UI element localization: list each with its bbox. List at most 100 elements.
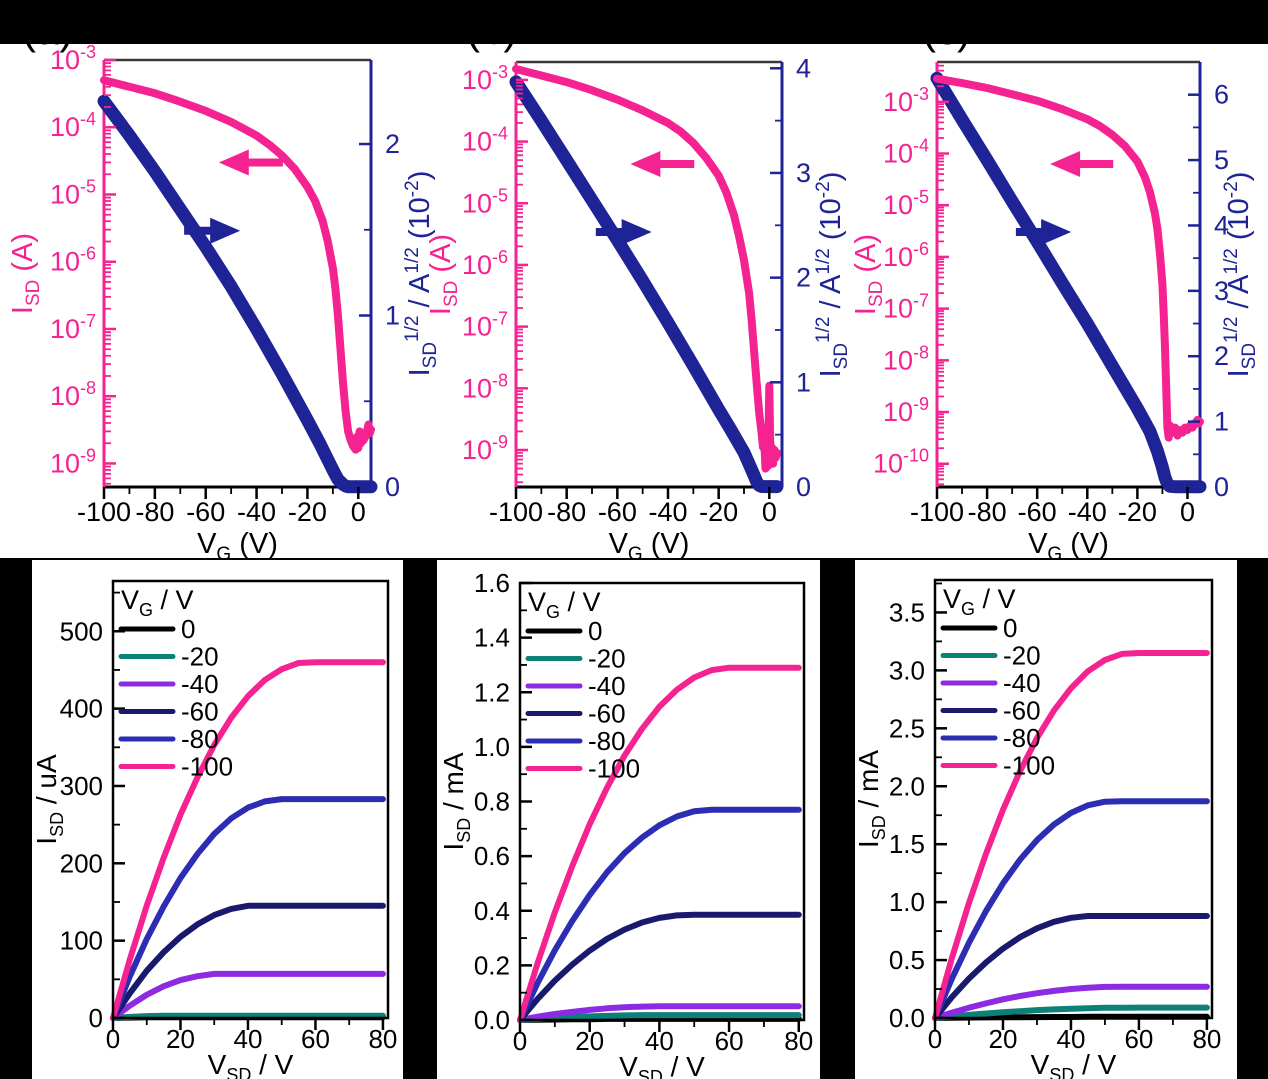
right-tick-label: 0: [385, 472, 400, 502]
x-tick-label: 20: [989, 1024, 1018, 1054]
plot-background: [32, 560, 403, 1079]
navy-right-arrow-icon-head: [210, 217, 241, 244]
output-curve-vg--80: [517, 806, 802, 1023]
right-tick-label: 5: [1214, 145, 1229, 175]
x-tick-label: -100: [489, 497, 543, 527]
x-tick-label: 80: [1192, 1024, 1221, 1054]
y-tick-label: 0.0: [474, 1005, 510, 1035]
x-tick-label: -60: [1018, 497, 1057, 527]
x-tick-label: -40: [1068, 497, 1107, 527]
log-current-curve: [100, 76, 375, 454]
left-tick-label: 10-6: [883, 239, 929, 272]
left-tick-label: 10-4: [883, 136, 929, 169]
x-tick-label: 0: [762, 497, 777, 527]
output-plot-f: 0.0 0.5 1.0 1.5 2.0 2.5 3.0 3.5 0 20 40 60 80 VSD / V…: [853, 560, 1237, 1079]
y-axis-label: ISD / mA: [853, 750, 889, 848]
left-tick-label: 10-6: [462, 247, 508, 280]
plot-background: [855, 560, 1237, 1079]
left-tick-label: 10-4: [462, 124, 508, 157]
x-tick-label: 40: [234, 1024, 263, 1054]
legend-entry-label: 0: [588, 616, 602, 646]
x-tick-label: -100: [77, 497, 131, 527]
right-tick-label: 1: [385, 301, 400, 331]
navy-right-arrow-icon-head: [621, 219, 652, 245]
left-tick-label: 10-5: [462, 185, 508, 218]
y-tick-label: 0.6: [474, 841, 510, 871]
y-tick-label: 0.8: [474, 787, 510, 817]
legend-entry-label: -60: [181, 697, 219, 727]
x-tick-label: -80: [135, 497, 174, 527]
left-tick-label: 10-5: [883, 187, 929, 220]
y-tick-label: 2.5: [889, 713, 925, 743]
output-curve-vg--40: [110, 970, 386, 1021]
pink-left-arrow-icon-head: [630, 151, 661, 177]
legend-entry-label: -40: [181, 669, 219, 699]
legend-entry-label: -20: [588, 644, 626, 674]
x-tick-label: 80: [368, 1024, 397, 1054]
left-tick-label: 10-3: [50, 42, 96, 75]
y-tick-label: 500: [60, 616, 103, 646]
left-tick-label: 10-9: [50, 445, 96, 478]
x-tick-label: -20: [699, 497, 738, 527]
plot-background: [437, 560, 820, 1079]
left-tick-label: 10-8: [462, 370, 508, 403]
legend-entry-label: 0: [1003, 613, 1017, 643]
left-y-axis-label: ISD (A): [425, 234, 462, 315]
right-tick-label: 4: [1214, 210, 1229, 240]
y-tick-label: 2.0: [889, 771, 925, 801]
legend-entry-label: -100: [181, 752, 233, 782]
y-tick-label: 1.0: [889, 887, 925, 917]
x-axis-label: VSD / V: [208, 1049, 294, 1079]
plot-frame: [111, 579, 390, 1020]
y-tick-label: 1.5: [889, 829, 925, 859]
output-curve-vg--20: [932, 1004, 1210, 1021]
y-tick-label: 0.5: [889, 945, 925, 975]
legend-entry-label: -80: [588, 726, 626, 756]
left-tick-label: 10-8: [883, 342, 929, 375]
legend-entry-label: -100: [1003, 751, 1055, 781]
y-tick-label: 1.0: [474, 732, 510, 762]
y-tick-label: 300: [60, 771, 103, 801]
x-tick-label: 0: [1180, 497, 1195, 527]
output-curve-vg--100: [932, 650, 1210, 1021]
output-curve-vg--80: [110, 796, 386, 1021]
legend-title: VG / V: [121, 585, 194, 620]
output-curve-vg--40: [932, 983, 1210, 1021]
x-tick-label: 60: [1124, 1024, 1153, 1054]
x-tick-label: -20: [288, 497, 327, 527]
x-tick-label: -100: [910, 497, 964, 527]
x-tick-label: 80: [784, 1026, 813, 1056]
pink-left-arrow-icon-head: [1050, 151, 1081, 177]
x-axis-label: VG (V): [609, 528, 690, 565]
legend-entry-label: 0: [181, 614, 195, 644]
x-tick-label: -40: [237, 497, 276, 527]
left-tick-label: 10-8: [50, 378, 96, 411]
right-tick-label: 6: [1214, 80, 1229, 110]
legend-entry-label: -20: [1003, 641, 1041, 671]
right-tick-label: 3: [1214, 276, 1229, 306]
right-y-axis-label: ISD1/2 / A1/2 (10-2): [402, 171, 441, 377]
right-y-axis-label: ISD1/2 / A1/2 (10-2): [1221, 172, 1260, 378]
left-y-axis-label: ISD (A): [850, 234, 887, 315]
left-tick-label: 10-7: [462, 309, 508, 342]
right-tick-label: 0: [1214, 472, 1229, 502]
right-tick-label: 3: [796, 158, 811, 188]
output-plot-e: 0.0 0.2 0.4 0.6 0.8 1.0 1.2 1.4 1.6 0 20 40 60 80 VSD …: [437, 560, 820, 1079]
y-axis-label: ISD / mA: [438, 752, 474, 850]
x-tick-label: 0: [351, 497, 366, 527]
y-tick-label: 200: [60, 848, 103, 878]
left-tick-label: 10-3: [883, 84, 929, 117]
output-curve-vg--60: [932, 913, 1210, 1021]
left-tick-label: 10-7: [50, 311, 96, 344]
y-tick-label: 3.5: [889, 597, 925, 627]
left-tick-label: 10-7: [883, 291, 929, 324]
right-tick-label: 1: [1214, 407, 1229, 437]
output-curve-vg--60: [517, 911, 802, 1023]
output-curve-vg--40: [517, 1003, 802, 1023]
legend-entry-label: -80: [181, 724, 219, 754]
log-current-curve: [933, 74, 1204, 442]
x-tick-label: 60: [715, 1026, 744, 1056]
y-tick-label: 100: [60, 926, 103, 956]
legend-title: VG / V: [943, 584, 1016, 619]
